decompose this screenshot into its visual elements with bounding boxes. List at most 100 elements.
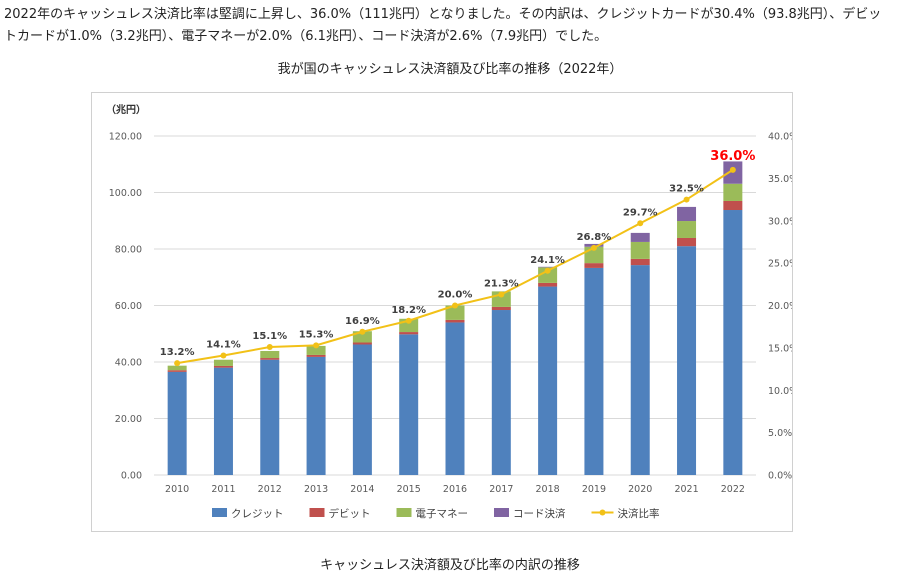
ratio-point: [452, 302, 458, 309]
y2-tick-label: 0.0%: [768, 471, 792, 482]
bar-debit: [723, 200, 743, 211]
legend-swatch-credit: [212, 508, 227, 517]
bar-emoney: [445, 305, 465, 320]
ratio-data-label: 32.5%: [669, 184, 704, 195]
ratio-point: [498, 291, 505, 298]
y-axis-unit: （兆円）: [106, 103, 146, 116]
bar-debit: [352, 342, 372, 345]
ratio-point: [637, 220, 644, 227]
legend-label: デビット: [329, 507, 371, 520]
y-tick-label: 60.00: [115, 301, 142, 312]
bar-debit: [538, 282, 558, 287]
ratio-data-label: 14.1%: [206, 340, 241, 351]
legend-swatch-code: [494, 508, 509, 517]
ratio-data-label: 20.0%: [438, 290, 473, 301]
y2-tick-label: 25.0%: [768, 259, 792, 270]
bar-debit: [630, 258, 650, 266]
bar-credit: [677, 246, 697, 475]
bar-credit: [306, 356, 326, 475]
legend-label: 電子マネー: [416, 508, 469, 520]
ratio-point: [220, 352, 227, 359]
y2-tick-label: 20.0%: [768, 301, 792, 312]
ratio-point: [590, 244, 597, 251]
x-tick-label: 2016: [443, 484, 467, 495]
ratio-point: [544, 267, 551, 274]
intro-paragraph: 2022年のキャッシュレス決済比率は堅調に上昇し、36.0%（111兆円）となり…: [4, 7, 882, 44]
ratio-point: [729, 166, 736, 173]
bar-credit: [260, 359, 280, 475]
x-tick-label: 2018: [536, 484, 560, 495]
bar-credit: [167, 371, 187, 475]
y-tick-label: 40.00: [115, 358, 142, 369]
bar-code: [538, 266, 558, 268]
bar-debit: [306, 354, 326, 357]
ratio-data-label: 29.7%: [623, 207, 658, 218]
legend-swatch-emoney: [396, 508, 412, 517]
bar-credit: [491, 310, 511, 475]
bar-debit: [445, 319, 465, 323]
bar-debit: [399, 332, 419, 335]
bar-emoney: [677, 221, 697, 238]
chart-frame: 0.00 20.00 40.00 60.00 80.00 100.00 120.00 0.0%…: [91, 92, 793, 532]
x-tick-label: 2010: [165, 484, 189, 495]
ratio-point: [266, 344, 273, 351]
figure-caption: キャッシュレス決済額及び比率の内訳の推移: [320, 558, 580, 573]
y-tick-label: 80.00: [115, 245, 142, 256]
chart-svg: 0.00 20.00 40.00 60.00 80.00 100.00 120.00 0.0%…: [106, 103, 792, 520]
x-tick-label: 2014: [350, 484, 374, 495]
y2-tick-label: 5.0%: [768, 428, 792, 439]
legend-swatch-debit: [309, 508, 325, 517]
bar-emoney: [213, 359, 233, 366]
ratio-data-label: 26.8%: [577, 232, 612, 243]
bar-debit: [677, 237, 697, 247]
bar-emoney: [538, 267, 558, 283]
bar-credit: [584, 267, 604, 475]
y2-tick-label: 15.0%: [768, 343, 792, 354]
bar-emoney: [352, 331, 372, 343]
bar-debit: [167, 370, 187, 372]
bar-credit: [445, 322, 465, 475]
ratio-point: [174, 360, 181, 367]
bar-emoney: [723, 183, 743, 201]
x-tick-label: 2012: [258, 484, 282, 495]
ratio-data-label: 36.0%: [710, 149, 755, 164]
legend-marker-ratio: [599, 509, 606, 516]
x-tick-label: 2013: [304, 484, 328, 495]
y2-tick-label: 30.0%: [768, 216, 792, 227]
legend-label: コード決済: [513, 507, 566, 520]
ratio-point: [359, 328, 366, 335]
bar-credit: [213, 367, 233, 475]
x-tick-label: 2020: [628, 484, 652, 495]
bar-code: [677, 206, 697, 222]
bar-emoney: [306, 345, 326, 355]
ratio-data-label: 18.2%: [391, 305, 426, 316]
y-tick-label: 20.00: [115, 414, 142, 425]
ratio-point: [405, 317, 412, 324]
x-tick-label: 2017: [489, 484, 513, 495]
chart-title: 我が国のキャッシュレス決済額及び比率の推移（2022年）: [277, 62, 623, 77]
bar-credit: [723, 210, 743, 475]
y-tick-label: 0.00: [121, 471, 142, 482]
y-tick-label: 100.00: [109, 188, 142, 199]
bar-debit: [491, 306, 511, 311]
legend-label: 決済比率: [618, 507, 660, 520]
y2-tick-label: 40.0%: [768, 132, 792, 143]
bar-emoney: [630, 241, 650, 259]
ratio-data-label: 21.3%: [484, 278, 519, 289]
bar-debit: [213, 365, 233, 368]
x-tick-label: 2019: [582, 484, 606, 495]
ratio-data-label: 24.1%: [530, 255, 565, 266]
ratio-point: [683, 196, 690, 203]
ratio-data-label: 15.1%: [252, 331, 287, 342]
bar-credit: [538, 286, 558, 475]
ratio-data-label: 13.2%: [160, 347, 195, 358]
bar-debit: [260, 358, 280, 360]
x-tick-label: 2011: [211, 484, 235, 495]
x-tick-label: 2015: [397, 484, 421, 495]
y2-tick-label: 35.0%: [768, 174, 792, 185]
bar-emoney: [167, 365, 187, 371]
bar-credit: [352, 344, 372, 475]
ratio-point: [313, 342, 320, 349]
bar-credit: [630, 265, 650, 475]
bar-debit: [584, 263, 604, 268]
